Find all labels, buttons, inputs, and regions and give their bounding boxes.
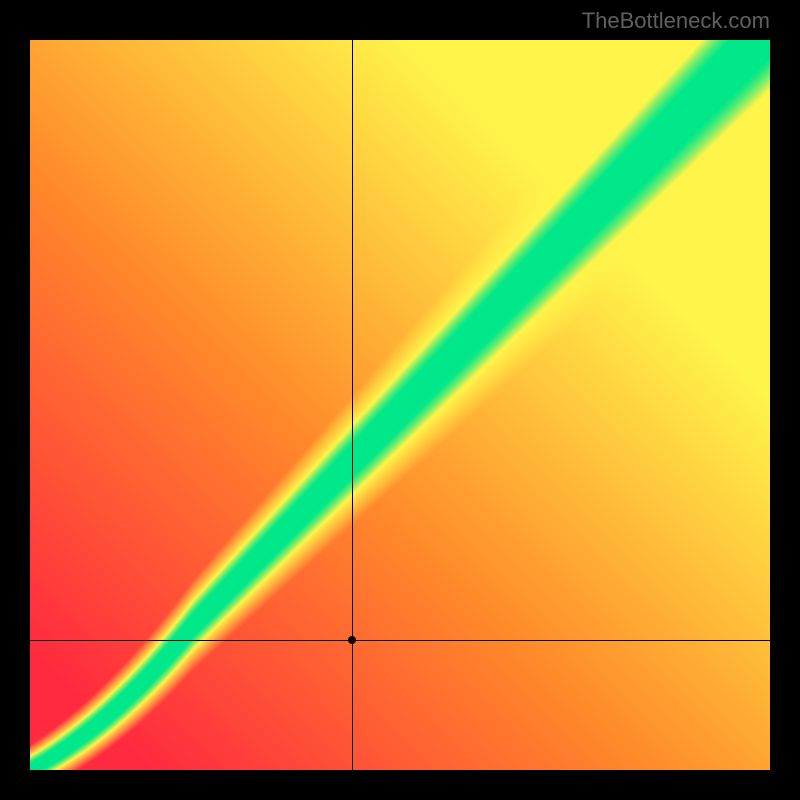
chart-container: TheBottleneck.com [0,0,800,800]
heatmap-plot [30,40,770,770]
heatmap-canvas [30,40,770,770]
watermark-text: TheBottleneck.com [582,8,770,34]
crosshair-vertical [352,40,353,770]
crosshair-dot [348,636,356,644]
crosshair-horizontal [30,640,770,641]
